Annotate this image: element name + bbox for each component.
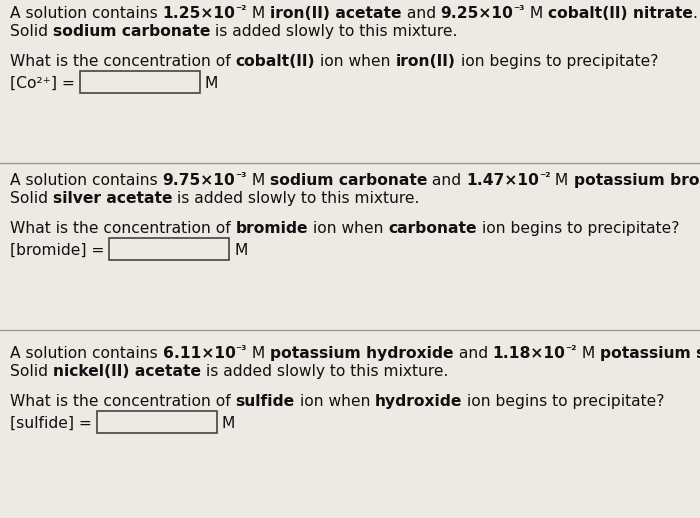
Text: potassium hydroxide: potassium hydroxide xyxy=(270,346,454,361)
Text: potassium bromide: potassium bromide xyxy=(573,173,700,188)
Text: 9.25×10: 9.25×10 xyxy=(440,6,513,21)
Text: 6.11×10: 6.11×10 xyxy=(162,346,235,361)
Bar xyxy=(97,411,217,433)
Text: 1.47×10: 1.47×10 xyxy=(466,173,539,188)
Text: Solid: Solid xyxy=(10,191,53,206)
Text: ⁻³: ⁻³ xyxy=(513,4,525,17)
Text: sodium carbonate: sodium carbonate xyxy=(53,24,210,39)
Text: cobalt(II) nitrate: cobalt(II) nitrate xyxy=(548,6,693,21)
Text: is added slowly to this mixture.: is added slowly to this mixture. xyxy=(172,191,420,206)
Text: ion begins to precipitate?: ion begins to precipitate? xyxy=(477,221,680,236)
Text: ion when: ion when xyxy=(315,54,395,69)
Text: hydroxide: hydroxide xyxy=(375,394,463,409)
Text: ⁻²: ⁻² xyxy=(539,171,550,184)
Text: ion when: ion when xyxy=(295,394,375,409)
Text: [bromide] =: [bromide] = xyxy=(10,243,109,258)
Text: ion when: ion when xyxy=(308,221,388,236)
Text: 1.18×10: 1.18×10 xyxy=(493,346,566,361)
Text: ion begins to precipitate?: ion begins to precipitate? xyxy=(463,394,665,409)
Text: 9.75×10: 9.75×10 xyxy=(162,173,235,188)
Text: sulfide: sulfide xyxy=(236,394,295,409)
Text: A solution contains: A solution contains xyxy=(10,6,162,21)
Text: carbonate: carbonate xyxy=(389,221,477,236)
Text: is added slowly to this mixture.: is added slowly to this mixture. xyxy=(201,364,448,379)
Text: iron(II) acetate: iron(II) acetate xyxy=(270,6,402,21)
Text: and: and xyxy=(427,173,466,188)
Text: 1.25×10: 1.25×10 xyxy=(162,6,235,21)
Text: is added slowly to this mixture.: is added slowly to this mixture. xyxy=(210,24,458,39)
Text: A solution contains: A solution contains xyxy=(10,173,162,188)
Text: What is the concentration of: What is the concentration of xyxy=(10,394,236,409)
Text: bromide: bromide xyxy=(236,221,308,236)
Text: .: . xyxy=(693,6,698,21)
Text: and: and xyxy=(454,346,493,361)
Text: M: M xyxy=(222,416,235,431)
Text: ⁻³: ⁻³ xyxy=(235,344,247,357)
Text: M: M xyxy=(246,173,270,188)
Text: M: M xyxy=(577,346,600,361)
Text: M: M xyxy=(247,6,270,21)
Text: M: M xyxy=(550,173,573,188)
Text: sodium carbonate: sodium carbonate xyxy=(270,173,427,188)
Text: [Co²⁺] =: [Co²⁺] = xyxy=(10,76,80,91)
Text: Solid: Solid xyxy=(10,364,53,379)
Text: M: M xyxy=(234,243,248,258)
Text: nickel(II) acetate: nickel(II) acetate xyxy=(53,364,201,379)
Text: M: M xyxy=(525,6,548,21)
Text: M: M xyxy=(247,346,270,361)
Text: ion begins to precipitate?: ion begins to precipitate? xyxy=(456,54,658,69)
Text: Solid: Solid xyxy=(10,24,53,39)
Text: ⁻²: ⁻² xyxy=(235,4,247,17)
Text: and: and xyxy=(402,6,440,21)
Text: A solution contains: A solution contains xyxy=(10,346,162,361)
Text: M: M xyxy=(204,76,218,91)
Text: cobalt(II): cobalt(II) xyxy=(236,54,315,69)
Text: potassium sulfide: potassium sulfide xyxy=(600,346,700,361)
Text: ⁻²: ⁻² xyxy=(566,344,577,357)
Bar xyxy=(109,238,230,260)
Text: ⁻³: ⁻³ xyxy=(235,171,246,184)
Text: silver acetate: silver acetate xyxy=(53,191,172,206)
Text: iron(II): iron(II) xyxy=(395,54,456,69)
Text: [sulfide] =: [sulfide] = xyxy=(10,416,97,431)
Text: What is the concentration of: What is the concentration of xyxy=(10,54,236,69)
Bar xyxy=(80,71,200,93)
Text: What is the concentration of: What is the concentration of xyxy=(10,221,236,236)
